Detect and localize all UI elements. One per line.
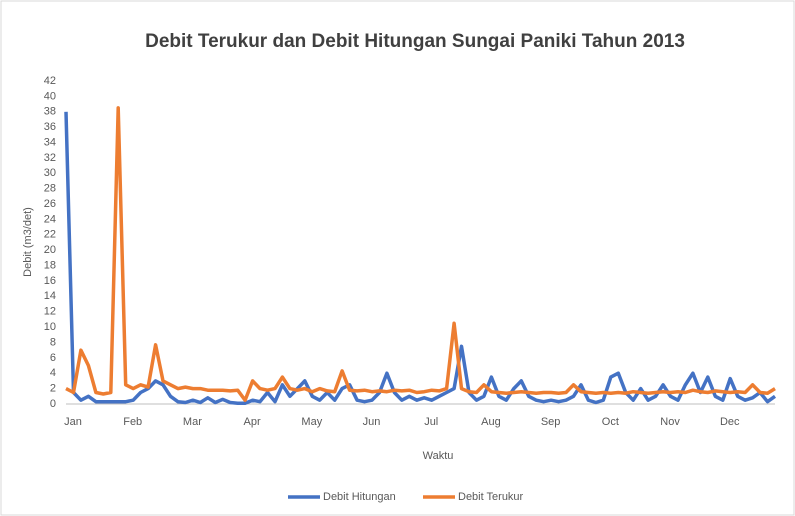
y-tick-label: 34: [44, 136, 56, 148]
y-tick-label: 8: [50, 336, 56, 348]
y-tick-label: 36: [44, 121, 56, 133]
legend-label: Debit Hitungan: [323, 491, 396, 503]
y-tick-label: 18: [44, 259, 56, 271]
y-tick-label: 30: [44, 167, 56, 179]
x-tick-label: Apr: [244, 416, 261, 428]
x-tick-label: May: [301, 416, 322, 428]
y-tick-label: 16: [44, 275, 56, 287]
y-tick-label: 32: [44, 152, 56, 164]
x-tick-label: Oct: [602, 416, 619, 428]
x-tick-label: Jun: [363, 416, 381, 428]
x-tick-label: Aug: [481, 416, 501, 428]
x-tick-label: Feb: [123, 416, 142, 428]
y-tick-label: 14: [44, 290, 56, 302]
x-axis-label: Waktu: [423, 450, 454, 462]
y-tick-label: 42: [44, 75, 56, 87]
y-tick-label: 22: [44, 229, 56, 241]
x-tick-label: Nov: [660, 416, 680, 428]
y-axis-label: Debit (m3/det): [22, 207, 34, 277]
line-series: [65, 106, 776, 402]
chart-title: Debit Terukur dan Debit Hitungan Sungai …: [145, 31, 685, 52]
y-tick-label: 40: [44, 90, 56, 102]
line-series: [64, 111, 777, 405]
y-tick-label: 38: [44, 106, 56, 118]
y-tick-label: 4: [50, 367, 56, 379]
y-tick-label: 26: [44, 198, 56, 210]
y-tick-label: 10: [44, 321, 56, 333]
x-tick-label: Jan: [64, 416, 82, 428]
y-tick-label: 6: [50, 352, 56, 364]
x-tick-label: Sep: [541, 416, 561, 428]
y-tick-label: 20: [44, 244, 56, 256]
x-tick-label: Jul: [424, 416, 438, 428]
y-tick-label: 12: [44, 306, 56, 318]
y-tick-label: 28: [44, 183, 56, 195]
x-tick-label: Dec: [720, 416, 740, 428]
legend-label: Debit Terukur: [458, 491, 524, 503]
y-tick-label: 0: [50, 398, 56, 410]
x-tick-label: Mar: [183, 416, 202, 428]
y-tick-label: 24: [44, 213, 56, 225]
y-tick-label: 2: [50, 383, 56, 395]
